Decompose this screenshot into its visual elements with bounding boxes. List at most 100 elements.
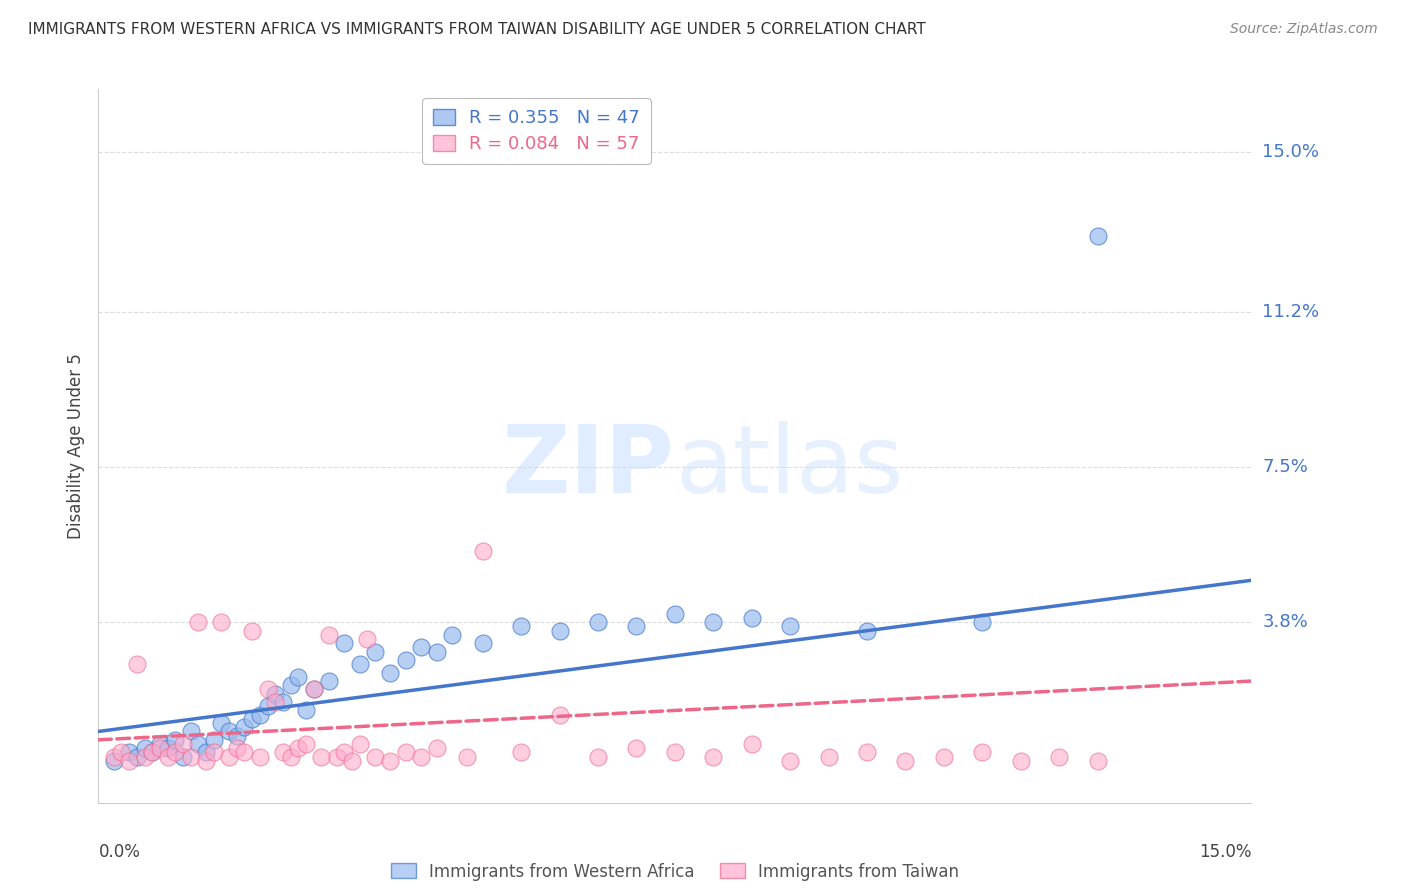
Text: 15.0%: 15.0% [1263, 143, 1319, 161]
Text: 15.0%: 15.0% [1199, 843, 1251, 861]
Point [471, 636, 494, 650]
Point [1087, 754, 1109, 768]
Point [311, 749, 333, 764]
Point [202, 732, 225, 747]
Point [103, 754, 125, 768]
Point [302, 682, 325, 697]
Point [249, 749, 271, 764]
Point [240, 712, 263, 726]
Point [972, 746, 994, 760]
Point [894, 754, 917, 768]
Point [202, 746, 225, 760]
Point [195, 746, 218, 760]
Point [349, 657, 371, 672]
Point [125, 749, 148, 764]
Point [165, 746, 187, 760]
Text: 7.5%: 7.5% [1263, 458, 1309, 476]
Point [664, 746, 686, 760]
Text: atlas: atlas [675, 421, 903, 514]
Point [426, 645, 449, 659]
Point [586, 749, 609, 764]
Point [118, 746, 141, 760]
Legend: Immigrants from Western Africa, Immigrants from Taiwan: Immigrants from Western Africa, Immigran… [384, 856, 966, 888]
Point [110, 746, 132, 760]
Point [233, 720, 256, 734]
Point [264, 695, 287, 709]
Point [395, 653, 418, 667]
Point [364, 645, 387, 659]
Point [295, 703, 318, 717]
Point [664, 607, 686, 621]
Point [187, 615, 209, 630]
Point [295, 737, 318, 751]
Point [456, 749, 478, 764]
Point [349, 737, 371, 751]
Point [586, 615, 609, 630]
Point [380, 754, 402, 768]
Point [411, 640, 433, 655]
Point [333, 746, 356, 760]
Point [118, 754, 141, 768]
Point [702, 615, 724, 630]
Text: Source: ZipAtlas.com: Source: ZipAtlas.com [1230, 22, 1378, 37]
Point [125, 657, 148, 672]
Point [1047, 749, 1070, 764]
Point [1087, 229, 1109, 244]
Point [779, 754, 801, 768]
Point [340, 754, 363, 768]
Point [302, 682, 325, 697]
Point [149, 737, 172, 751]
Text: ZIP: ZIP [502, 421, 675, 514]
Point [209, 716, 232, 731]
Point [626, 741, 648, 756]
Point [141, 746, 163, 760]
Point [134, 749, 156, 764]
Point [156, 741, 179, 756]
Point [626, 619, 648, 633]
Point [209, 615, 232, 630]
Text: 11.2%: 11.2% [1263, 302, 1320, 321]
Point [932, 749, 955, 764]
Point [426, 741, 449, 756]
Point [280, 749, 302, 764]
Point [440, 628, 463, 642]
Text: IMMIGRANTS FROM WESTERN AFRICA VS IMMIGRANTS FROM TAIWAN DISABILITY AGE UNDER 5 : IMMIGRANTS FROM WESTERN AFRICA VS IMMIGR… [28, 22, 927, 37]
Point [287, 741, 309, 756]
Point [172, 749, 194, 764]
Point [218, 749, 240, 764]
Point [741, 737, 763, 751]
Point [380, 665, 402, 680]
Text: 0.0%: 0.0% [98, 843, 141, 861]
Point [233, 746, 256, 760]
Point [225, 741, 247, 756]
Point [172, 737, 194, 751]
Point [356, 632, 378, 646]
Point [548, 624, 571, 638]
Text: 3.8%: 3.8% [1263, 614, 1308, 632]
Point [779, 619, 801, 633]
Point [318, 628, 340, 642]
Point [271, 746, 294, 760]
Point [333, 636, 356, 650]
Point [325, 749, 347, 764]
Point [280, 678, 302, 692]
Point [187, 737, 209, 751]
Point [287, 670, 309, 684]
Point [364, 749, 387, 764]
Point [165, 732, 187, 747]
Point [149, 741, 172, 756]
Point [134, 741, 156, 756]
Point [741, 611, 763, 625]
Point [264, 687, 287, 701]
Point [395, 746, 418, 760]
Point [1010, 754, 1032, 768]
Point [548, 707, 571, 722]
Point [256, 699, 278, 714]
Point [180, 724, 202, 739]
Point [318, 674, 340, 689]
Point [249, 707, 271, 722]
Point [103, 749, 125, 764]
Point [471, 544, 494, 558]
Point [856, 624, 879, 638]
Point [510, 746, 533, 760]
